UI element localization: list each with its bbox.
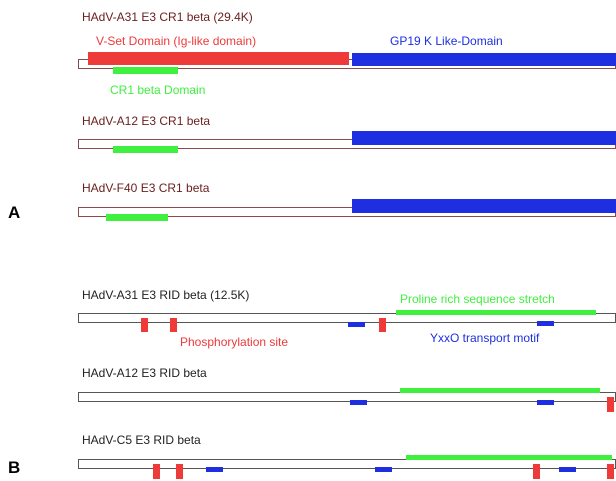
row-a2-title: HAdV-A12 E3 CR1 beta [82, 114, 211, 128]
row-b1-phospho-site-3 [379, 318, 386, 332]
panel-b-label: B [8, 458, 21, 477]
row-b2-track [78, 392, 616, 402]
cr1beta-domain-label: CR1 beta Domain [110, 83, 206, 97]
vset-domain-label: V-Set Domain (Ig-like domain) [96, 34, 257, 48]
row-a1-vset-domain-bar [88, 52, 349, 65]
proline-stretch-label: Proline rich sequence stretch [400, 292, 555, 306]
row-b2-proline-stretch-bar [400, 388, 600, 393]
row-b3-phospho-site-4 [607, 464, 614, 479]
row-b1-phospho-site-2 [170, 318, 177, 332]
row-b3-phospho-site-1 [153, 464, 160, 479]
row-b3-yxxo-motif-2 [375, 467, 392, 472]
row-b2-phospho-site-1 [607, 397, 614, 412]
row-b2-yxxo-motif-2 [537, 400, 554, 405]
row-b2-yxxo-motif-1 [350, 400, 367, 405]
row-b3-yxxo-motif-1 [206, 467, 223, 472]
row-b1-yxxo-motif-1 [348, 322, 365, 327]
phosphorylation-site-label: Phosphorylation site [180, 335, 289, 349]
row-a3-title: HAdV-F40 E3 CR1 beta [82, 181, 210, 195]
panel-a-label: A [8, 203, 21, 222]
row-a1-cr1beta-domain-bar [113, 67, 178, 74]
row-a3-cr1beta-domain-bar [106, 214, 168, 221]
row-b3-proline-stretch-bar [406, 455, 612, 460]
row-a1-title: HAdV-A31 E3 CR1 beta (29.4K) [82, 10, 253, 24]
row-a2-gp19k-domain-bar [352, 131, 616, 145]
row-b1-yxxo-motif-2 [537, 321, 554, 326]
yxxo-motif-label: YxxO transport motif [430, 331, 540, 345]
row-b1-proline-stretch-bar [396, 310, 596, 315]
row-a1-gp19k-domain-bar [352, 53, 616, 66]
row-b3-title: HAdV-C5 E3 RID beta [82, 433, 201, 447]
row-b3-yxxo-motif-3 [559, 467, 576, 472]
row-b1-title: HAdV-A31 E3 RID beta (12.5K) [82, 288, 250, 302]
row-a2-cr1beta-domain-bar [113, 146, 178, 153]
row-b1-phospho-site-1 [141, 318, 148, 332]
gp19k-domain-label: GP19 K Like-Domain [390, 34, 503, 48]
row-b3-phospho-site-2 [176, 464, 183, 479]
row-b3-phospho-site-3 [533, 464, 540, 479]
row-b2-title: HAdV-A12 E3 RID beta [82, 366, 207, 380]
row-a3-gp19k-domain-bar [352, 199, 616, 213]
